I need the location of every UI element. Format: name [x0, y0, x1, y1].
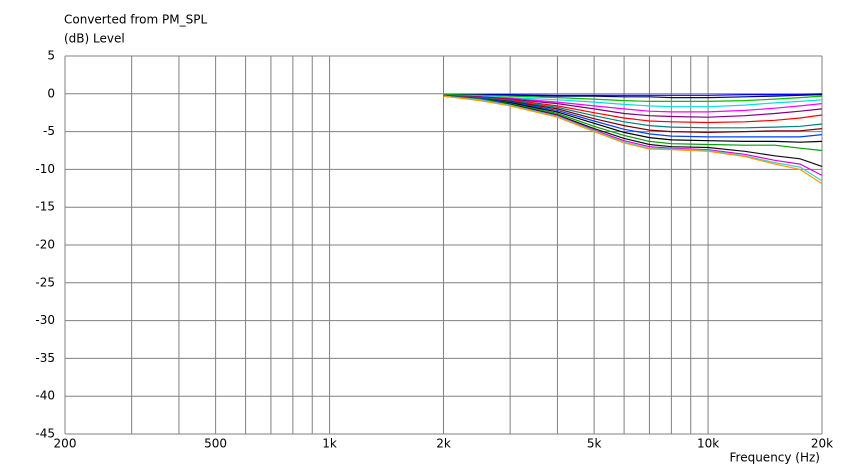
chart-title: Converted from PM_SPL — [64, 13, 207, 27]
y-tick-label: 0 — [47, 86, 55, 100]
data-line — [443, 94, 823, 118]
y-tick-label: -10 — [35, 162, 55, 176]
y-tick-label: -20 — [35, 238, 55, 252]
data-line — [443, 95, 823, 134]
data-line — [443, 95, 823, 129]
x-tick-label: 5k — [587, 437, 602, 451]
data-line — [443, 94, 823, 108]
data-line — [443, 95, 823, 185]
data-line — [443, 95, 823, 152]
y-tick-label: -40 — [35, 389, 55, 403]
data-line — [443, 93, 823, 96]
y-tick-label: -15 — [35, 200, 55, 214]
y-tick-label: 5 — [47, 49, 55, 63]
y-tick-label: -30 — [35, 313, 55, 327]
data-line — [443, 95, 823, 167]
data-line — [443, 93, 823, 99]
y-tick-label: -45 — [35, 427, 55, 441]
x-tick-label: 10k — [697, 437, 719, 451]
data-line — [443, 95, 823, 138]
data-line — [443, 94, 823, 113]
data-line — [443, 94, 823, 103]
data-line — [443, 94, 823, 124]
y-tick-label: -35 — [35, 351, 55, 365]
x-tick-label: 1k — [322, 437, 337, 451]
data-line — [443, 95, 823, 176]
data-line — [443, 95, 823, 143]
x-tick-label: 2k — [436, 437, 451, 451]
y-axis-label: (dB) Level — [64, 32, 125, 46]
data-line — [443, 95, 823, 182]
y-tick-label: -5 — [43, 124, 55, 138]
x-tick-label: 200 — [54, 437, 77, 451]
x-tick-label: 500 — [204, 437, 227, 451]
y-tick-label: -25 — [35, 275, 55, 289]
x-tick-label: 20k — [811, 437, 833, 451]
x-axis-label: Frequency (Hz) — [730, 451, 821, 465]
